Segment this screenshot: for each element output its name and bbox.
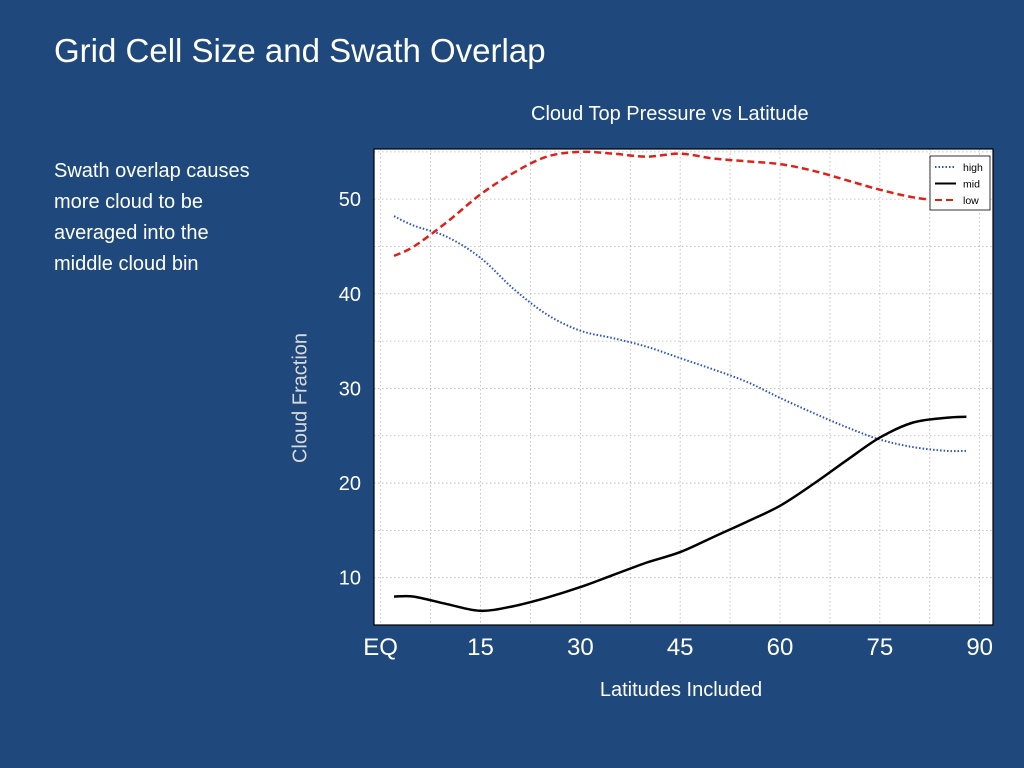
legend-label-high: high: [963, 162, 983, 174]
legend: high mid low: [929, 155, 991, 211]
y-tick-label: 30: [339, 378, 361, 400]
series-line-mid: [393, 415, 967, 613]
series-lines: [393, 150, 967, 613]
legend-label-mid: mid: [963, 179, 980, 191]
x-tick-label: EQ: [363, 634, 398, 661]
grid: [373, 148, 994, 626]
x-tick-label: 60: [767, 634, 794, 661]
y-tick-label: 50: [339, 189, 361, 211]
y-tick-label: 40: [339, 284, 361, 306]
x-tick-label: 30: [567, 634, 594, 661]
slide-title: Grid Cell Size and Swath Overlap: [54, 32, 546, 69]
x-tick-label: 45: [667, 634, 694, 661]
x-tick-label: 15: [467, 634, 494, 661]
x-tick-label: 75: [866, 634, 893, 661]
tick-labels: 10 20 30 40 50 EQ 15 30 45 60 75 90: [339, 189, 993, 661]
x-tick-label: 90: [966, 634, 993, 661]
series-line-low: [393, 150, 967, 258]
plot-frame: [373, 148, 994, 626]
x-axis-label: Latitudes Included: [599, 679, 763, 701]
chart-title: Cloud Top Pressure vs Latitude: [531, 103, 809, 125]
y-tick-label: 10: [339, 568, 361, 590]
plot-area: [374, 149, 993, 625]
y-tick-label: 20: [339, 473, 361, 495]
slide-body-text: Swath overlap causes more cloud to be av…: [54, 160, 250, 275]
legend-label-low: low: [963, 195, 979, 207]
